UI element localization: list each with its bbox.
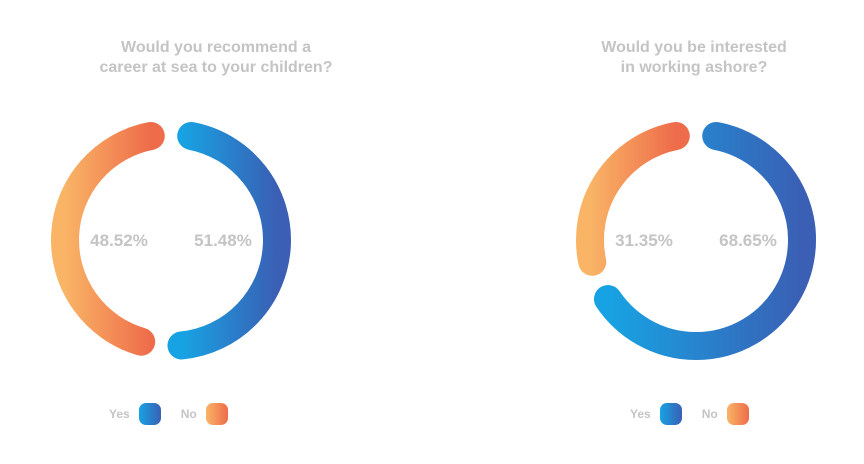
chart-title-line-2: in working ashore?	[620, 59, 768, 76]
data-label-no: 48.52%	[90, 231, 148, 250]
legend-no-swatch	[726, 403, 749, 425]
chart-title-line-1: Would you be interested	[601, 39, 787, 56]
donut-chart: 31.35% 68.65%	[576, 121, 816, 360]
legend-no-label: No	[180, 407, 197, 421]
donut-chart: 48.52% 51.48%	[51, 121, 291, 360]
donut-slice-no	[51, 121, 165, 356]
legend-yes-swatch	[138, 403, 161, 425]
chart-title: Would you be interested in working ashor…	[478, 38, 864, 78]
donut-slice-yes	[593, 121, 816, 360]
donut-slice-no	[576, 121, 690, 276]
legend-yes-label: Yes	[109, 407, 130, 421]
chart-panel-career-at-sea: Would you recommend a career at sea to y…	[0, 38, 432, 425]
chart-panel-working-ashore: Would you be interested in working ashor…	[432, 0, 864, 464]
chart-title: Would you recommend a career at sea to y…	[0, 38, 432, 78]
donut-slice-yes	[167, 121, 291, 360]
legend-yes-label: Yes	[630, 407, 651, 421]
legend: Yes No	[630, 403, 769, 425]
legend-no-swatch	[205, 403, 228, 425]
legend-no-label: No	[701, 407, 718, 421]
data-label-no: 31.35%	[615, 231, 673, 250]
chart-title-line-2: career at sea to your children?	[99, 59, 333, 76]
data-label-yes: 68.65%	[719, 231, 777, 250]
chart-title-line-1: Would you recommend a	[121, 39, 311, 56]
data-label-yes: 51.48%	[194, 231, 252, 250]
legend-yes-swatch	[659, 403, 682, 425]
legend: Yes No	[109, 403, 248, 425]
